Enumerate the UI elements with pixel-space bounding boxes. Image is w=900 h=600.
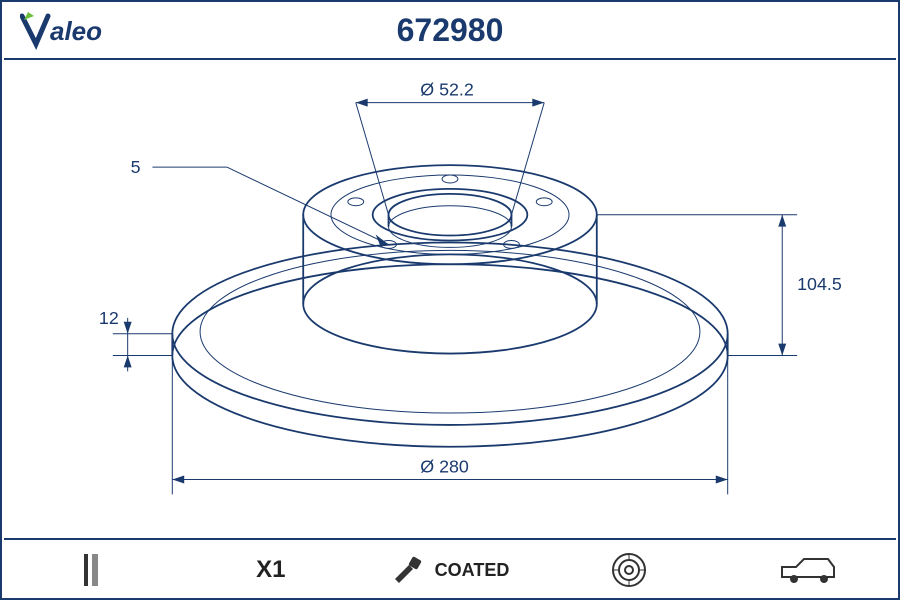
dim-outer-dia-label: Ø 280 xyxy=(420,457,469,477)
footer-rotor-icon xyxy=(540,550,719,590)
page-frame: aleo 672980 xyxy=(0,0,900,600)
footer-vehicle-icon xyxy=(719,555,898,585)
footer: X1 COATED xyxy=(2,542,898,598)
dim-bore-label: Ø 52.2 xyxy=(420,80,474,100)
part-number: 672980 xyxy=(397,12,504,49)
header: aleo 672980 xyxy=(2,2,898,62)
footer-qty: X1 xyxy=(181,556,360,584)
dim-thickness-label: 12 xyxy=(99,308,119,328)
valeo-logo: aleo xyxy=(20,10,160,54)
svg-text:aleo: aleo xyxy=(50,16,102,46)
footer-coated: COATED xyxy=(360,555,539,585)
technical-drawing: Ø 52.2 5 12 104.5 xyxy=(2,58,898,540)
coated-label: COATED xyxy=(435,560,510,581)
dim-bolt-count-label: 5 xyxy=(131,157,141,177)
divider-bottom xyxy=(4,538,896,540)
qty-label: X1 xyxy=(256,556,285,584)
dim-height-label: 104.5 xyxy=(797,274,842,294)
footer-disc-type-icon xyxy=(2,552,181,588)
brush-icon xyxy=(391,555,425,585)
